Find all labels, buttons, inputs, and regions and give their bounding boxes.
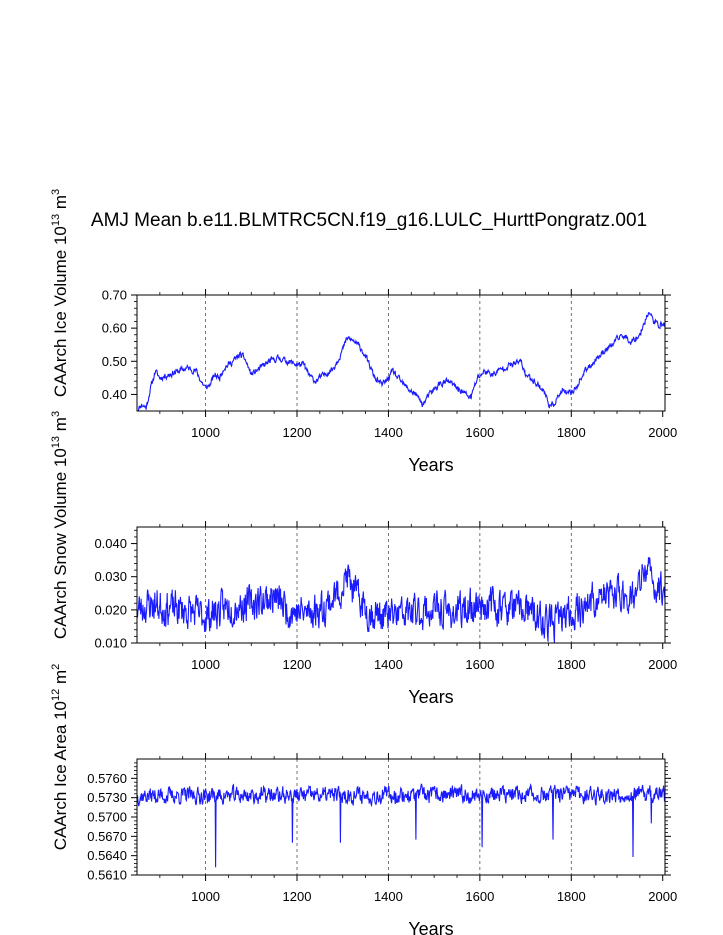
panel-3: 1000 1200 1400 1600 1800 2000 0.5610 0.5640 0.56…: [50, 664, 677, 935]
panel-1: 1000 1200 1400 1600 1800 2000 0.40 0.50 0.60 0.70…: [50, 189, 677, 475]
chart-title: AMJ Mean b.e11.BLMTRC5CN.f19_g16.LULC_Hu…: [91, 210, 647, 231]
y-tick-label: 0.5640: [87, 848, 127, 863]
y-tick-label: 0.5610: [87, 868, 127, 883]
x-tick-label: 1800: [557, 657, 586, 672]
x-tick-label: 1000: [191, 889, 220, 904]
y-tick-label: 0.5700: [87, 810, 127, 825]
x-tick-label: 1400: [374, 425, 403, 440]
x-axis-label: Years: [408, 687, 453, 707]
x-tick-label: 2000: [648, 889, 677, 904]
series-line: [137, 311, 666, 412]
y-tick-label: 0.5670: [87, 829, 127, 844]
y-tick-label: 0.70: [102, 288, 127, 303]
x-tick-label: 2000: [648, 657, 677, 672]
x-tick-label: 1200: [283, 889, 312, 904]
y-tick-label: 0.60: [102, 321, 127, 336]
series-line: [136, 783, 666, 868]
y-tick-label: 0.5760: [87, 771, 127, 786]
plot-frame: [136, 294, 666, 412]
y-tick-label: 0.030: [94, 569, 127, 584]
plot-frame: [136, 526, 666, 644]
x-tick-label: 1200: [283, 425, 312, 440]
y-axis-label: CAArch Ice Area 1012 m2: [50, 664, 70, 851]
x-tick-label: 1000: [191, 425, 220, 440]
panel-2: 1000 1200 1400 1600 1800 2000 0.010 0.020 0.030 0…: [50, 411, 677, 707]
x-tick-label: 1600: [465, 425, 494, 440]
x-tick-label: 1600: [465, 889, 494, 904]
y-tick-label: 0.50: [102, 354, 127, 369]
x-axis-label: Years: [408, 455, 453, 475]
x-tick-label: 1400: [374, 889, 403, 904]
x-tick-label: 1000: [191, 657, 220, 672]
y-tick-label: 0.40: [102, 387, 127, 402]
y-tick-label: 0.5730: [87, 790, 127, 805]
x-tick-label: 1600: [465, 657, 494, 672]
y-axis-label: CAArch Ice Volume 1013 m3: [50, 189, 70, 397]
y-tick-label: 0.010: [94, 636, 127, 651]
x-axis-label: Years: [408, 919, 453, 935]
y-axis-label: CAArch Snow Volume 1013 m3: [50, 411, 70, 639]
series-line: [136, 557, 666, 644]
x-tick-label: 1400: [374, 657, 403, 672]
x-tick-label: 1800: [557, 889, 586, 904]
y-tick-label: 0.040: [94, 536, 127, 551]
x-tick-label: 1800: [557, 425, 586, 440]
x-tick-label: 1200: [283, 657, 312, 672]
x-tick-label: 2000: [648, 425, 677, 440]
y-tick-label: 0.020: [94, 602, 127, 617]
